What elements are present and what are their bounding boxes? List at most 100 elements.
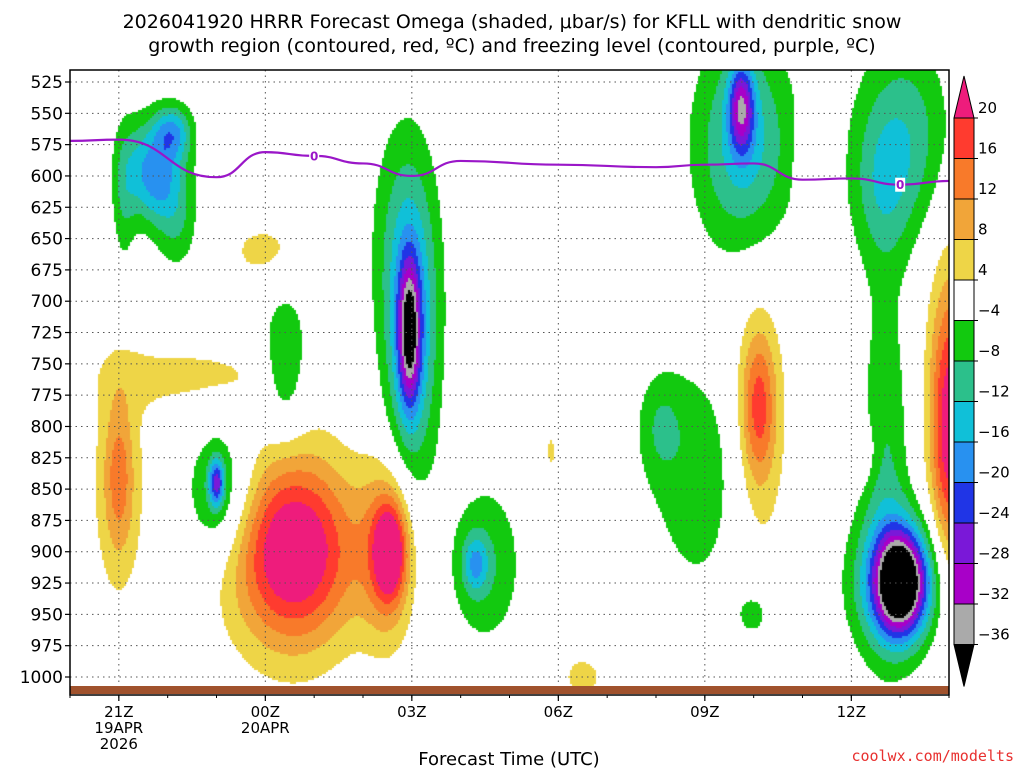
colorbar-box-7: [953, 360, 975, 402]
colorbar-label-12: −32: [978, 585, 1010, 603]
y-tick-label-850: 850: [31, 480, 63, 500]
colorbar-box-6: [953, 320, 975, 362]
colorbar-box-12: [953, 563, 975, 605]
omega-cell-12: [253, 242, 277, 261]
y-tick-label-975: 975: [31, 637, 63, 657]
freezing-level-label-bg-1: [895, 177, 906, 192]
omega-cell-10: [279, 347, 290, 381]
grid-lines: [70, 70, 949, 695]
colorbar-label-10: −24: [978, 504, 1010, 522]
y-tick-label-625: 625: [31, 198, 63, 218]
omega-cell-14: [272, 522, 307, 582]
colorbar-box-4: [953, 239, 975, 281]
omega-cell-27: [690, 445, 719, 508]
y-tick-label-950: 950: [31, 605, 63, 625]
x-tick-label-0-0: 21Z: [104, 703, 133, 721]
x-tick-label-2-0: 03Z: [397, 703, 426, 721]
x-tick-label-0-1: 19APR: [94, 719, 143, 737]
chart-title-line1: 2026041920 HRRR Forecast Omega (shaded, …: [123, 11, 902, 33]
y-tick-label-775: 775: [31, 386, 63, 406]
freezing-level-labels: 00: [309, 148, 906, 192]
colorbar-label-0: 20: [978, 99, 997, 117]
colorbar-label-3: 8: [978, 221, 988, 239]
colorbar-top-arrow: [953, 75, 975, 119]
colorbar-label-1: 16: [978, 140, 997, 158]
colorbar-box-3: [953, 198, 975, 240]
omega-cell-20: [476, 544, 494, 585]
x-tick-label-4-0: 09Z: [690, 703, 719, 721]
y-tick-label-650: 650: [31, 230, 63, 250]
colorbar-box-1: [953, 117, 975, 159]
y-tick-label-675: 675: [31, 261, 63, 281]
colorbar-box-9: [953, 441, 975, 483]
omega-cell-35: [857, 444, 864, 460]
x-tick-label-1-0: 00Z: [251, 703, 280, 721]
colorbar-box-5: [953, 279, 975, 321]
omega-cell-29: [801, 163, 805, 188]
y-tick-label-700: 700: [31, 292, 63, 312]
colorbar-label-8: −16: [978, 423, 1010, 441]
omega-cell-2: [168, 125, 178, 139]
omega-cell-24: [738, 96, 744, 118]
y-axis-ticks: 525 550 575 600 625 650 675 700 725 750 775 800 825 8…: [20, 73, 70, 688]
y-tick-label-800: 800: [31, 417, 63, 437]
y-tick-label-1000: 1000: [20, 668, 63, 688]
omega-cell-5: [121, 182, 127, 220]
omega-cell-19: [386, 541, 393, 563]
colorbar-bottom-arrow: [953, 644, 975, 687]
freezing-level-label-0: 0: [310, 149, 318, 163]
freezing-level-label-bg-0: [309, 148, 320, 163]
omega-cell-36: [749, 607, 759, 621]
x-tick-label-0-2: 2026: [100, 735, 138, 753]
y-tick-label-575: 575: [31, 136, 63, 156]
omega-cell-28: [655, 414, 666, 439]
y-tick-label-900: 900: [31, 543, 63, 563]
colorbar-label-9: −20: [978, 464, 1010, 482]
y-tick-label-825: 825: [31, 449, 63, 469]
credit-text: coolwx.com/modelts: [851, 747, 1014, 765]
y-tick-label-875: 875: [31, 511, 63, 531]
omega-cell-1: [156, 171, 169, 193]
colorbar-box-2: [953, 158, 975, 200]
omega-cell-33: [895, 572, 906, 594]
colorbar-label-6: −8: [978, 342, 1000, 360]
y-tick-label-600: 600: [31, 167, 63, 187]
omega-cell-26: [754, 389, 763, 427]
colorbar-label-5: −4: [978, 302, 1000, 320]
omega-cell-16: [407, 315, 412, 349]
x-tick-label-3-0: 06Z: [544, 703, 573, 721]
colorbar-label-13: −36: [978, 626, 1010, 644]
colorbar-label-4: 4: [978, 261, 988, 279]
omega-cell-39: [575, 669, 590, 685]
omega-cell-3: [137, 151, 149, 176]
freezing-level-line: [70, 138, 949, 186]
freezing-level-label-1: 0: [896, 178, 904, 192]
y-tick-label-525: 525: [31, 73, 63, 93]
omega-cell-30: [893, 113, 917, 163]
colorbar-label-7: −12: [978, 383, 1010, 401]
y-tick-label-550: 550: [31, 104, 63, 124]
omega-cell-17: [394, 207, 411, 270]
colorbar-box-10: [953, 482, 975, 524]
colorbar-label-11: −28: [978, 545, 1010, 563]
omega-cell-22: [550, 445, 553, 458]
colorbar-box-11: [953, 522, 975, 564]
omega-cell-4: [172, 221, 183, 243]
y-tick-label-750: 750: [31, 355, 63, 375]
omega-shaded-field: [70, 70, 949, 695]
omega-cell-11: [168, 367, 217, 386]
omega-cell-34: [879, 408, 891, 496]
colorbar-box-8: [953, 401, 975, 443]
x-tick-label-1-1: 20APR: [241, 719, 290, 737]
x-axis-label: Forecast Time (UTC): [418, 749, 599, 768]
terrain-strip: [70, 686, 949, 694]
colorbar-label-2: 12: [978, 180, 997, 198]
y-tick-label-725: 725: [31, 324, 63, 344]
colorbar: 20 16 12 8 4 −4 −8 −12 −16 −20 −24 −28 −32 −36: [953, 75, 1010, 687]
omega-cell-21: [472, 557, 478, 571]
x-tick-label-5-0: 12Z: [837, 703, 866, 721]
chart-title-line2: growth region (contoured, red, ºC) and f…: [148, 35, 875, 57]
omega-cell-9: [215, 477, 219, 488]
omega-cell-7: [110, 455, 127, 524]
